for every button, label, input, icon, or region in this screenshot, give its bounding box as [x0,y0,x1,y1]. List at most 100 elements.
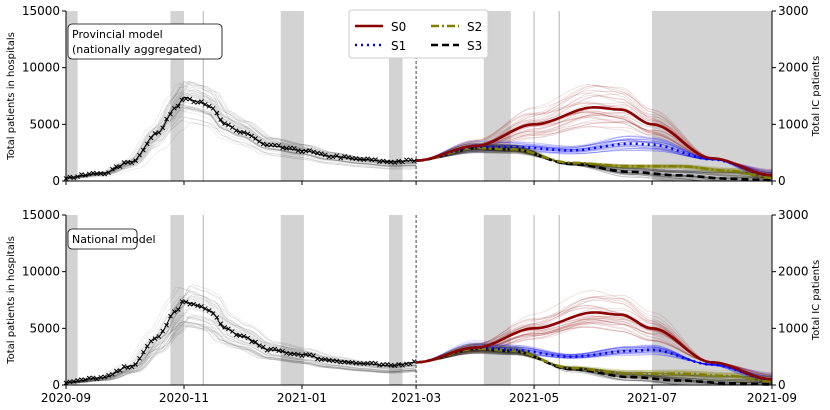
observed-marker [411,158,417,164]
y-tick-label: 15000 [22,4,60,18]
observed-marker [307,352,313,358]
observed-marker [400,362,405,368]
observed-marker [353,360,359,366]
ensemble-line-historic [65,117,417,180]
observed-marker [148,135,154,141]
observed-marker [361,361,367,367]
observed-marker [67,379,73,385]
observed-marker [187,96,193,102]
observed-marker [264,347,270,353]
observed-marker [407,157,413,163]
observed-marker [322,152,328,158]
observed-marker [133,158,138,164]
ensemble-line-historic [66,294,417,383]
ensemble-line-s3 [416,350,773,382]
scenario-line-s0 [416,311,773,381]
observed-marker [202,306,208,311]
ensemble-line-historic [66,323,417,384]
observed-marker [280,348,285,354]
observed-marker [210,311,216,316]
observed-marker [407,361,413,367]
observed-marker [365,156,371,162]
observed-marker [102,171,108,177]
observed-marker [388,159,394,165]
observed-marker [373,360,378,366]
ensemble-line-historic [65,321,417,384]
ensemble-line-historic [66,315,417,384]
observed-marker [75,174,80,180]
observed-marker [144,141,150,147]
ensemble-line-historic [66,321,417,384]
observed-marker [125,365,131,370]
observed-marker [226,326,231,332]
shaded-period [280,11,304,181]
observed-marker [380,362,386,367]
ensemble-line-historic [65,107,417,179]
observed-marker [98,170,104,176]
observed-marker [214,110,220,116]
ensemble-line-historic [65,106,417,179]
ensemble-line-historic [65,298,417,383]
observed-marker [117,164,123,170]
observed-marker [392,160,398,165]
observed-marker [229,125,235,130]
shaded-period [170,215,184,385]
observed-marker [237,333,243,338]
observed-marker [148,338,154,344]
shaded-period [652,11,772,181]
ensemble-line-historic [65,316,417,384]
ensemble-line-historic [66,122,417,180]
x-tick-label: 2021-01 [277,391,327,405]
observed-marker [71,379,77,384]
observed-marker [272,142,278,148]
shaded-period [652,215,772,385]
y-right-tick-label: 1000 [778,321,809,335]
observed-marker [253,339,258,345]
ensemble-line-historic [65,110,417,179]
observed-marker [121,160,127,165]
x-tick-label: 2020-09 [41,391,91,405]
observed-marker [311,149,316,155]
y-right-tick-label: 2000 [778,61,809,75]
observed-marker [206,103,212,109]
observed-marker [226,122,231,128]
legend-label-s0: S0 [391,20,406,34]
observed-marker [191,301,197,307]
x-tick-label: 2021-03 [391,391,441,405]
observed-marker [168,313,173,319]
observed-marker [129,364,135,370]
observed-marker [284,146,289,151]
observed-marker [299,353,305,359]
observed-marker [98,374,104,380]
panel-provincial: 0 5000 10000 15000 0 1000 2000 3000 Total patien… [6,4,822,188]
ensemble-line-historic [66,317,417,384]
observed-marker [79,172,84,177]
y-tick-label: 10000 [22,61,60,75]
observed-marker [249,339,255,344]
ensemble-line-historic [66,89,417,179]
observed-marker [141,147,146,153]
observed-marker [86,171,92,177]
observed-marker [384,159,390,165]
observed-marker [346,360,351,365]
legend-label-s2: S2 [467,20,482,34]
observed-marker [311,353,316,359]
observed-marker [388,362,394,368]
observed-marker [376,159,382,165]
ensemble-line-historic [65,108,417,179]
observed-marker [253,136,258,141]
observed-marker [179,97,185,103]
ensemble-line-historic [66,325,417,384]
observed-marker [295,148,301,153]
observed-marker [264,142,270,148]
observed-marker [206,308,212,313]
observed-marker [113,164,119,169]
y-tick-label: 5000 [29,321,60,335]
observed-marker [133,362,138,367]
ensemble-line-historic [65,324,417,384]
observed-marker [315,150,320,156]
observed-marker [106,372,111,378]
observed-marker [94,171,100,177]
shaded-period [483,215,511,385]
observed-marker [164,116,169,122]
